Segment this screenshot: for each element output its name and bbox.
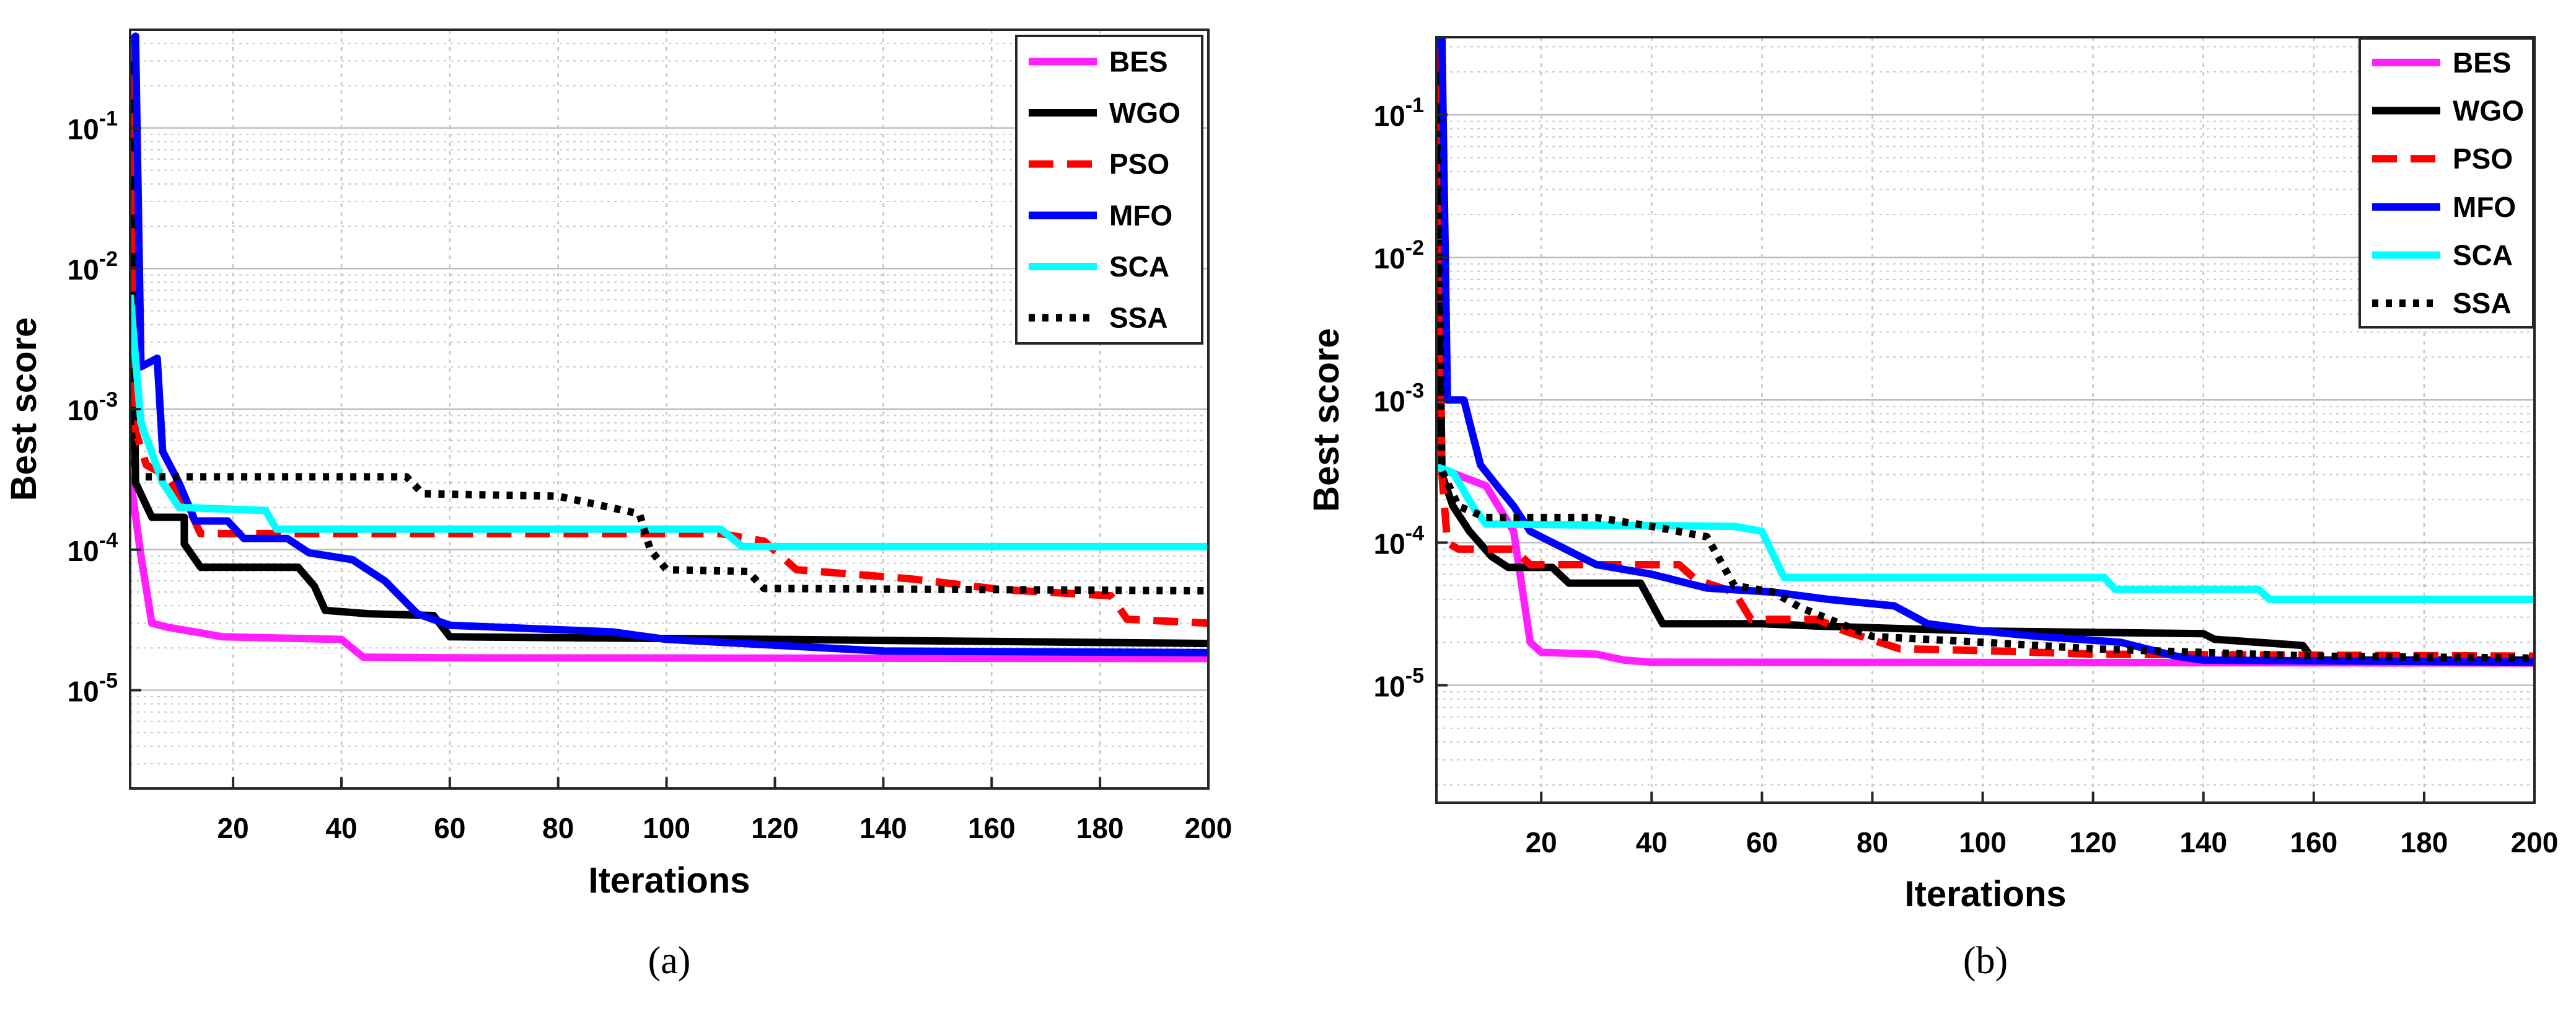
- y-axis-label: Best score: [4, 317, 44, 501]
- legend-label-ssa: SSA: [2453, 287, 2512, 319]
- y-axis-label: Best score: [1306, 328, 1347, 512]
- series-line-pso: [130, 36, 1208, 627]
- series-line-bes: [1436, 463, 2534, 667]
- x-tick-label: 160: [2290, 826, 2337, 859]
- x-tick-label: 60: [434, 812, 465, 844]
- y-tick-label: 10-3: [1374, 379, 1424, 417]
- panel-caption: (a): [648, 940, 691, 982]
- legend-label-pso: PSO: [2453, 143, 2513, 175]
- legend: BES WGO PSO MFO SCA SSA: [2358, 37, 2534, 329]
- x-tick-label: 20: [1526, 826, 1557, 859]
- series-group: [1436, 37, 2534, 667]
- x-tick-label: 100: [1959, 826, 2007, 859]
- series-line-mfo: [130, 32, 1208, 656]
- plot-area: [1436, 37, 2534, 803]
- series-line-bes: [130, 476, 1208, 663]
- x-tick-label: 140: [859, 812, 907, 844]
- x-tick-label: 140: [2179, 826, 2227, 859]
- x-tick-label: 80: [542, 812, 574, 844]
- series-line-mfo: [1436, 37, 2534, 666]
- legend-label-bes: BES: [1109, 45, 1168, 77]
- x-axis-label: Iterations: [1904, 874, 2066, 914]
- x-tick-label: 180: [2401, 826, 2448, 859]
- legend-box: [1015, 35, 1203, 345]
- legend-label-sca: SCA: [2453, 239, 2513, 272]
- x-tick-label: 80: [1857, 826, 1888, 859]
- x-tick-label: 40: [1636, 826, 1668, 859]
- y-tick-label: 10-2: [68, 247, 118, 286]
- x-tick-label: 180: [1076, 812, 1124, 844]
- x-tick-label: 200: [1185, 812, 1233, 844]
- series-line-wgo: [130, 43, 1208, 648]
- x-tick-label: 40: [325, 812, 357, 844]
- x-tick-label: 120: [2069, 826, 2117, 859]
- series-group: [130, 32, 1208, 663]
- chart-panel-b: 20 40 60 80 100 120 140 160 180 200 10-5 10-4 10-3 10…: [1306, 36, 2559, 982]
- x-tick-label: 60: [1746, 826, 1778, 859]
- legend-label-ssa: SSA: [1109, 302, 1168, 334]
- series-line-ssa: [130, 418, 1208, 595]
- x-tick-label: 120: [751, 812, 799, 844]
- y-tick-label: 10-4: [1374, 521, 1424, 560]
- legend-label-wgo: WGO: [2453, 95, 2524, 127]
- y-tick-label: 10-5: [68, 669, 118, 708]
- x-tick-label: 20: [218, 812, 249, 844]
- legend-box: [2358, 37, 2534, 329]
- x-tick-label: 160: [968, 812, 1016, 844]
- chart-panel-a: 20 40 60 80 100 120 140 160 180 200 10-5 10-4 10-3 10…: [4, 29, 1233, 982]
- legend-label-wgo: WGO: [1109, 97, 1180, 129]
- y-tick-label: 10-1: [1374, 94, 1424, 132]
- series-line-ssa: [1436, 103, 2534, 662]
- tick-labels: 20 40 60 80 100 120 140 160 180 200 10-5 10-4 10-3 10…: [68, 107, 1233, 844]
- legend-label-mfo: MFO: [2453, 191, 2516, 223]
- series-line-sca: [1436, 463, 2534, 603]
- panel-caption: (b): [1963, 940, 2008, 982]
- x-axis-label: Iterations: [588, 860, 750, 901]
- legend: BES WGO PSO MFO SCA SSA: [1015, 35, 1203, 345]
- y-tick-label: 10-3: [68, 388, 118, 426]
- minor-grid: [1436, 46, 2534, 786]
- x-tick-label: 100: [643, 812, 690, 844]
- legend-label-mfo: MFO: [1109, 199, 1172, 231]
- x-tick-label: 200: [2511, 826, 2559, 859]
- y-tick-label: 10-2: [1374, 236, 1424, 275]
- series-line-wgo: [1436, 46, 2534, 664]
- y-tick-label: 10-5: [1374, 664, 1424, 702]
- legend-label-bes: BES: [2453, 46, 2512, 79]
- axes-box: [1435, 36, 2536, 804]
- y-tick-label: 10-1: [68, 107, 118, 145]
- series-line-sca: [130, 294, 1208, 550]
- major-grid: [1436, 37, 2536, 803]
- y-tick-label: 10-4: [68, 529, 118, 567]
- legend-label-sca: SCA: [1109, 250, 1169, 283]
- legend-label-pso: PSO: [1109, 148, 1169, 180]
